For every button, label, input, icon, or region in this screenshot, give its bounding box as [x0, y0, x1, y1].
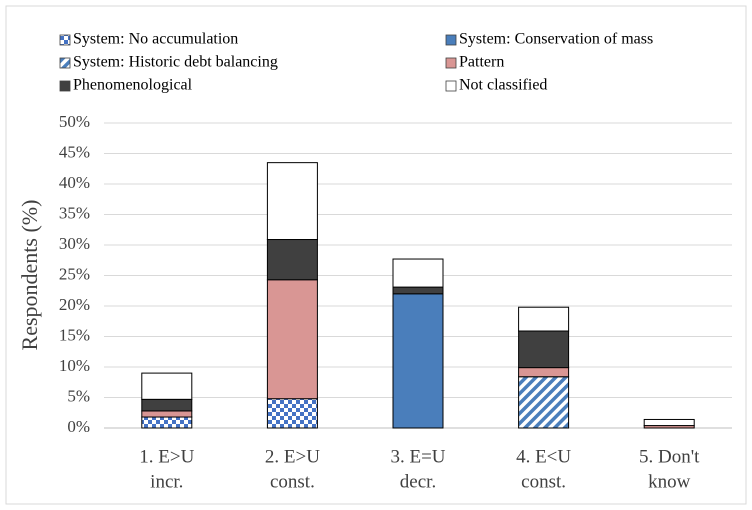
legend-label: Phenomenological [73, 77, 193, 94]
legend-marker [445, 80, 457, 92]
y-tick-label: 10% [59, 356, 90, 375]
x-tick-label: decr. [400, 471, 436, 492]
x-tick-label: const. [270, 471, 315, 492]
bar-segment [141, 372, 193, 400]
legend-marker [59, 34, 71, 46]
y-tick-label: 25% [59, 264, 90, 283]
y-tick-label: 5% [67, 386, 90, 405]
x-tick-label: 5. Don't [639, 446, 700, 467]
bar-segment [266, 162, 318, 241]
bar-segment [141, 410, 193, 418]
bar-segment [141, 416, 193, 429]
bar-segment [392, 286, 444, 295]
x-tick-label: 2. E>U [265, 446, 320, 467]
x-tick-label: 1. E>U [139, 446, 194, 467]
bar-segment [518, 376, 570, 429]
chart-border [5, 5, 747, 505]
y-tick-label: 45% [59, 142, 90, 161]
legend-label: System: No accumulation [73, 31, 238, 48]
legend-label: Not classified [459, 77, 547, 94]
legend-marker [445, 34, 457, 46]
x-tick-label: const. [521, 471, 566, 492]
bar-segment [266, 398, 318, 429]
legend-label: System: Conservation of mass [459, 31, 653, 48]
bar-segment [392, 293, 444, 429]
bar-segment [392, 258, 444, 288]
y-tick-label: 35% [59, 203, 90, 222]
x-tick-label: incr. [150, 471, 183, 492]
bar-segment [518, 367, 570, 378]
y-tick-label: 40% [59, 173, 90, 192]
x-tick-label: 4. E<U [516, 446, 571, 467]
legend-marker [59, 57, 71, 69]
legend-label: Pattern [459, 54, 504, 71]
bar-segment [266, 279, 318, 400]
y-tick-label: 50% [59, 112, 90, 131]
bar-segment [141, 398, 193, 412]
x-tick-label: know [648, 471, 691, 492]
x-tick-label: 3. E=U [390, 446, 445, 467]
y-tick-label: 20% [59, 295, 90, 314]
y-tick-label: 15% [59, 325, 90, 344]
bar-segment [518, 306, 570, 332]
legend-marker [445, 57, 457, 69]
y-tick-label: 30% [59, 234, 90, 253]
bar-segment [518, 330, 570, 369]
bar-segment [643, 418, 695, 427]
legend-label: System: Historic debt balancing [73, 54, 278, 71]
legend-marker [59, 80, 71, 92]
y-axis-title: Respondents (%) [17, 200, 42, 351]
bar-segment [266, 239, 318, 281]
y-tick-label: 0% [67, 417, 90, 436]
